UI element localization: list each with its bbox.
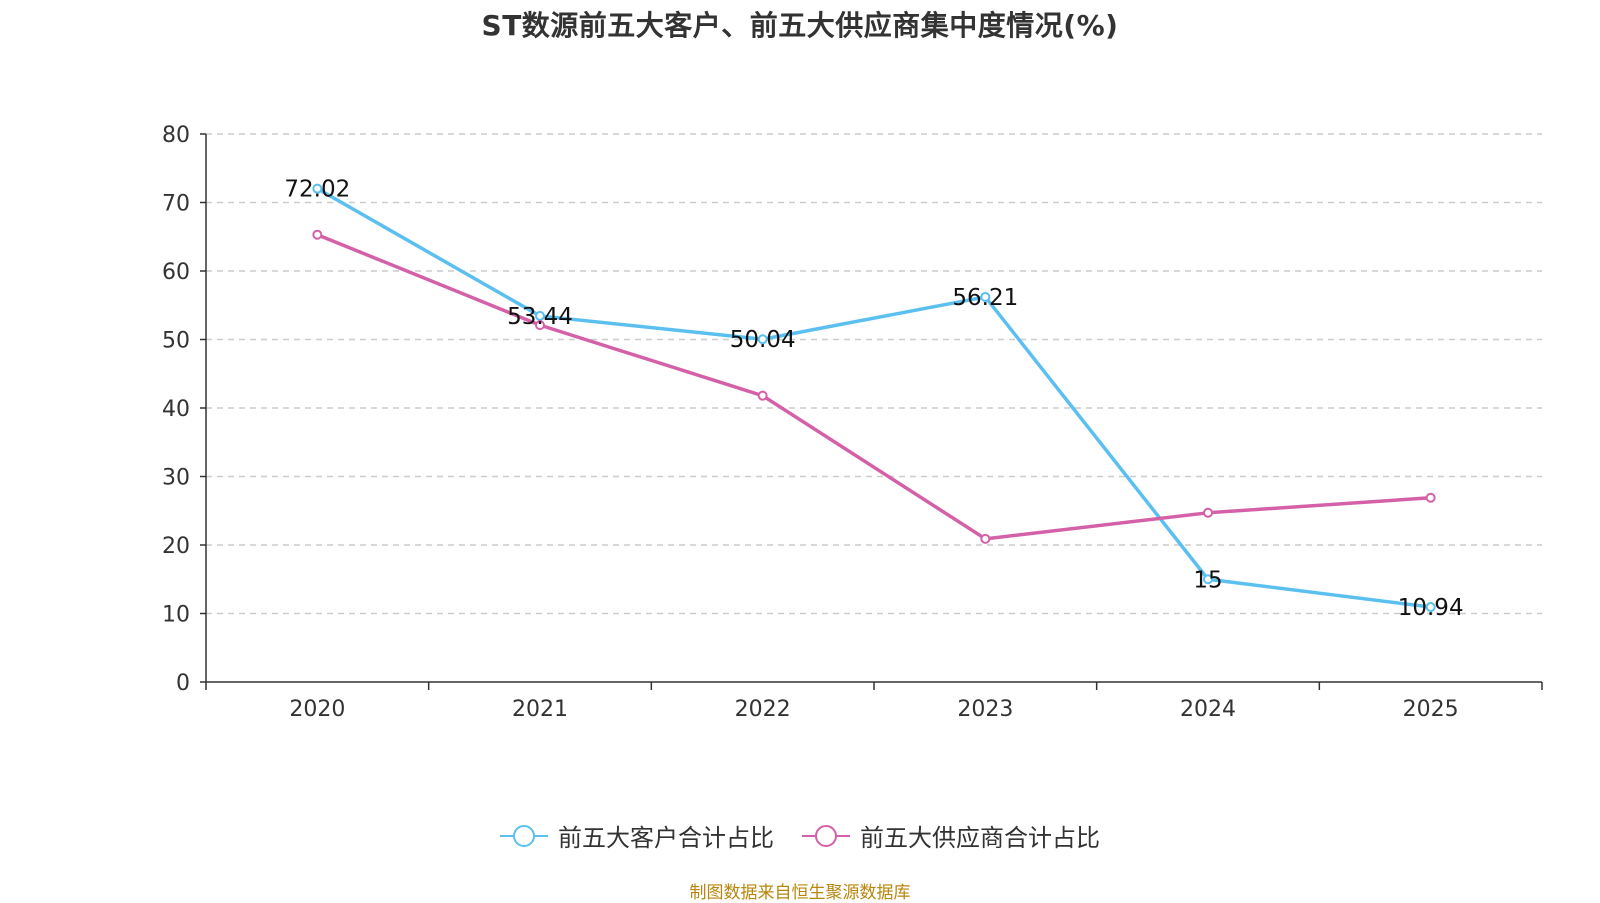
data-point-s1-2024 — [1203, 507, 1213, 518]
data-point-s0-2023 — [980, 291, 991, 302]
y-tick-label-70: 70 — [162, 192, 190, 217]
data-point-s1-2020 — [312, 229, 323, 240]
y-tick-label-10: 10 — [162, 603, 190, 628]
x-tick-label-2023: 2023 — [957, 697, 1013, 722]
data-point-s0-2021 — [535, 310, 545, 321]
data-point-s0-2020 — [312, 183, 323, 194]
data-point-s0-2025 — [1425, 602, 1436, 613]
legend-item-customers[interactable]: 前五大客户合计占比 — [500, 818, 774, 853]
data-point-s0-2022 — [757, 334, 768, 345]
y-tick-label-50: 50 — [162, 329, 190, 354]
y-tick-label-20: 20 — [162, 534, 190, 559]
x-tick-label-2020: 2020 — [289, 697, 345, 722]
y-tick-label-60: 60 — [162, 260, 190, 285]
source-note: 制图数据来自恒生聚源数据库 — [689, 883, 911, 903]
y-tick-label-0: 0 — [176, 671, 190, 696]
legend-item-suppliers[interactable]: 前五大供应商合计占比 — [802, 818, 1100, 853]
legend-label-suppliers: 前五大供应商合计占比 — [860, 824, 1100, 852]
data-label-s0-2023: 56.21 — [952, 285, 1018, 311]
data-point-s1-2023 — [980, 533, 991, 544]
series-line-1 — [315, 232, 1433, 541]
data-label-s0-2021: 53.44 — [507, 304, 573, 330]
data-point-s1-2021 — [535, 320, 545, 331]
data-label-s0-2024: 15 — [1193, 567, 1222, 593]
chart-legend: 前五大客户合计占比 前五大供应商合计占比 — [0, 818, 1600, 853]
y-tick-label-80: 80 — [162, 123, 190, 148]
legend-marker-customers — [500, 824, 548, 847]
x-tick-label-2024: 2024 — [1180, 697, 1236, 722]
data-label-s0-2020: 72.02 — [284, 177, 350, 203]
y-tick-label-40: 40 — [162, 397, 190, 422]
data-point-s1-2022 — [757, 390, 768, 401]
series-line-0 — [315, 186, 1433, 609]
y-tick-label-30: 30 — [162, 466, 190, 491]
data-label-s0-2022: 50.04 — [730, 327, 796, 353]
legend-marker-suppliers — [802, 824, 850, 847]
data-point-s0-2024 — [1203, 574, 1213, 585]
data-point-s1-2025 — [1425, 492, 1436, 503]
x-tick-label-2025: 2025 — [1403, 697, 1459, 722]
data-label-s0-2025: 10.94 — [1398, 595, 1464, 621]
legend-label-customers: 前五大客户合计占比 — [558, 824, 774, 852]
x-tick-label-2021: 2021 — [512, 697, 568, 722]
x-tick-label-2022: 2022 — [735, 697, 791, 722]
chart-title: ST数源前五大客户、前五大供应商集中度情况(%) — [481, 9, 1119, 42]
